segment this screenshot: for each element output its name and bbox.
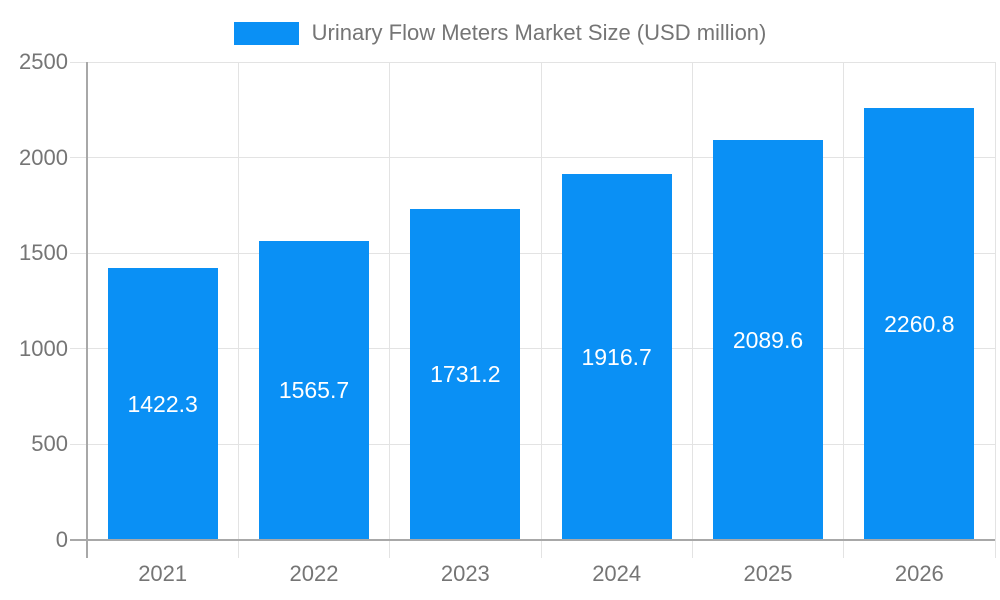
y-axis-label: 1000 <box>19 335 68 361</box>
bar-value-label: 2260.8 <box>884 310 955 337</box>
x-axis-tick <box>389 540 391 558</box>
y-axis-tick <box>70 443 87 445</box>
legend-swatch <box>233 21 299 45</box>
y-axis-line <box>85 62 88 558</box>
bar[interactable] <box>561 173 672 540</box>
gridline-vertical <box>691 62 693 540</box>
x-axis-tick <box>994 540 996 558</box>
x-axis-tick <box>237 540 239 558</box>
gridline-vertical <box>540 62 542 540</box>
x-axis-label: 2023 <box>440 561 490 586</box>
bar-value-label: 1422.3 <box>127 391 198 418</box>
bar-value-label: 1565.7 <box>278 377 350 404</box>
x-axis-line <box>70 538 995 541</box>
gridline-vertical <box>843 62 845 540</box>
x-axis-tick <box>540 540 542 558</box>
x-axis-label: 2025 <box>743 561 793 586</box>
x-axis-label: 2021 <box>138 561 188 586</box>
y-axis-tick <box>70 348 87 350</box>
y-axis-label: 0 <box>55 527 68 552</box>
y-axis-label: 1500 <box>19 240 68 266</box>
gridline-vertical <box>389 62 391 540</box>
bar[interactable] <box>259 240 369 540</box>
x-axis-label: 2022 <box>289 561 339 586</box>
bar-value-label: 1731.2 <box>430 361 501 388</box>
bar[interactable] <box>410 208 521 540</box>
legend-label: Urinary Flow Meters Market Size (USD mil… <box>311 20 767 45</box>
x-axis-label: 2024 <box>592 561 642 586</box>
y-axis-tick <box>70 252 87 254</box>
legend[interactable]: Urinary Flow Meters Market Size (USD mil… <box>0 20 1000 46</box>
bar-value-label: 2089.6 <box>732 327 804 354</box>
bar[interactable] <box>864 107 975 540</box>
bar[interactable] <box>107 268 218 540</box>
y-axis-tick <box>70 157 87 159</box>
x-axis-label: 2026 <box>894 561 944 586</box>
gridline-vertical <box>994 62 996 540</box>
y-axis-tick <box>70 61 87 63</box>
x-axis-tick <box>843 540 845 558</box>
y-axis-label: 500 <box>31 431 68 457</box>
bar-value-label: 1916.7 <box>581 343 652 370</box>
y-axis-label: 2000 <box>19 144 68 170</box>
x-axis-tick <box>691 540 693 558</box>
bar[interactable] <box>713 140 823 540</box>
y-axis-label: 2500 <box>19 49 68 74</box>
gridline-vertical <box>237 62 239 540</box>
